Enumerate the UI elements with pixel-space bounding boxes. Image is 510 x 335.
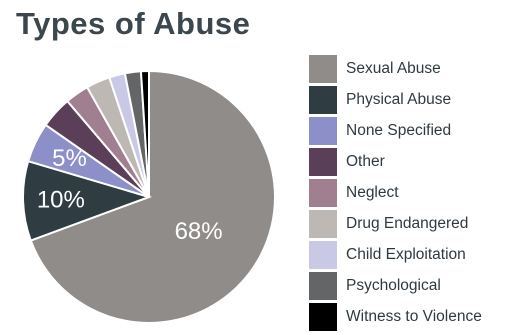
data-label-none-specified: 5%	[52, 145, 87, 172]
legend-swatch	[309, 85, 337, 114]
data-label-physical-abuse: 10%	[37, 186, 85, 213]
legend-item: Neglect	[309, 177, 482, 208]
legend-swatch	[309, 147, 337, 176]
legend-item: Psychological	[309, 270, 482, 301]
legend-label: Sexual Abuse	[346, 59, 441, 77]
legend-item: Other	[309, 146, 482, 177]
legend-label: Other	[346, 152, 385, 170]
chart-title: Types of Abuse	[16, 6, 251, 41]
legend-item: Sexual Abuse	[309, 53, 482, 84]
legend-label: Drug Endangered	[346, 214, 469, 232]
legend-label: Neglect	[346, 183, 399, 201]
legend-label: None Specified	[346, 121, 452, 139]
pie-chart: 68% 10% 5%	[18, 66, 280, 328]
legend-swatch	[309, 178, 337, 207]
legend-swatch	[309, 116, 337, 145]
pie-slice-sexual-abuse	[29, 69, 276, 324]
legend-item: None Specified	[309, 115, 482, 146]
data-label-sexual-abuse: 68%	[175, 218, 223, 245]
pie-slice-physical-abuse	[22, 159, 153, 242]
pie-slice-witness-to-violence	[139, 69, 150, 198]
legend-label: Physical Abuse	[346, 90, 452, 108]
legend-swatch	[309, 54, 337, 83]
legend-swatch	[309, 240, 337, 269]
legend-swatch	[309, 271, 337, 300]
legend-item: Witness to Violence	[309, 301, 482, 332]
legend-label: Psychological	[346, 276, 441, 294]
legend-label: Witness to Violence	[346, 307, 482, 325]
legend-item: Drug Endangered	[309, 208, 482, 239]
legend-label: Child Exploitation	[346, 245, 466, 263]
pie-svg: 68% 10% 5%	[22, 69, 276, 324]
chart-legend: Sexual Abuse Physical Abuse None Specified…	[309, 53, 482, 332]
legend-swatch	[309, 302, 337, 331]
legend-swatch	[309, 209, 337, 238]
legend-item: Physical Abuse	[309, 84, 482, 115]
legend-item: Child Exploitation	[309, 239, 482, 270]
